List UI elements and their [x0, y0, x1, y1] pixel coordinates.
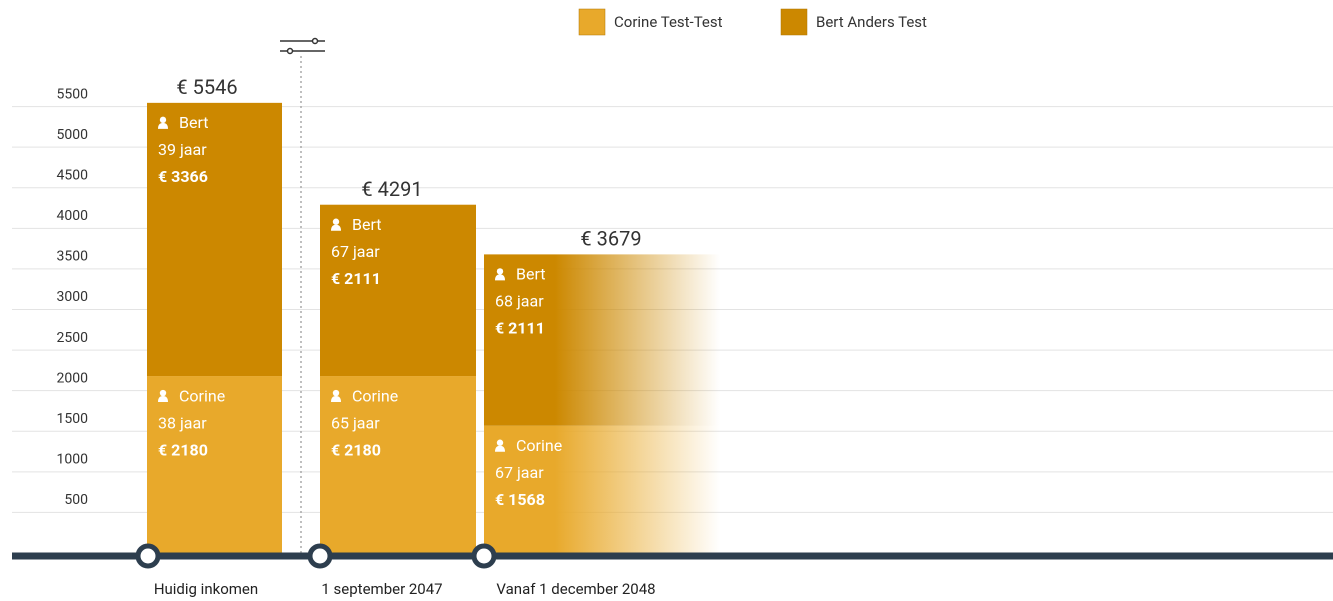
bar-segment — [147, 102, 282, 377]
y-tick-label: 500 — [64, 492, 88, 508]
person-name: Corine — [516, 436, 562, 455]
y-tick-label: 3500 — [57, 249, 89, 265]
y-tick-label: 4000 — [57, 208, 89, 224]
value-label: € 1568 — [495, 490, 545, 509]
person-age: 39 jaar — [158, 140, 207, 159]
bar-segment — [320, 376, 476, 553]
person-age: 65 jaar — [331, 413, 380, 432]
person-name: Bert — [179, 113, 209, 132]
value-label: € 2180 — [331, 440, 381, 459]
legend-label: Bert Anders Test — [816, 13, 927, 31]
person-name: Corine — [179, 386, 225, 405]
bar-segment — [147, 376, 282, 553]
y-tick-label: 1000 — [57, 452, 89, 468]
total-label: € 3679 — [580, 227, 641, 251]
person-age: 67 jaar — [495, 463, 544, 482]
person-icon — [158, 396, 168, 403]
legend-swatch — [780, 8, 808, 36]
person-age: 67 jaar — [331, 242, 380, 261]
y-tick-label: 5000 — [57, 127, 89, 143]
person-icon — [496, 439, 504, 446]
y-tick-label: 2500 — [57, 330, 89, 346]
person-icon — [332, 389, 340, 397]
value-label: € 3366 — [158, 167, 208, 186]
person-age: 38 jaar — [158, 413, 207, 432]
person-age: 68 jaar — [495, 292, 544, 311]
x-tick-label: Huidig inkomen — [154, 580, 258, 598]
person-icon — [496, 268, 504, 275]
person-icon — [159, 116, 167, 124]
bar-segment — [484, 254, 720, 426]
x-tick-label: Vanaf 1 december 2048 — [496, 580, 655, 598]
bars: Corine 38 jaar € 2180 Bert 39 jaar € 3366 € 55… — [147, 75, 720, 553]
y-tick-label: 5500 — [57, 86, 89, 102]
value-label: € 2111 — [331, 269, 381, 288]
legend-label: Corine Test-Test — [614, 13, 723, 31]
person-icon — [159, 389, 167, 397]
value-label: € 2111 — [495, 319, 545, 338]
person-name: Bert — [516, 265, 546, 284]
bar-segment — [320, 204, 476, 377]
person-name: Corine — [352, 386, 398, 405]
timeline-dot — [307, 543, 333, 569]
person-icon — [331, 224, 341, 231]
timeline-dot — [471, 543, 497, 569]
person-icon — [331, 396, 341, 403]
y-tick-label: 2000 — [57, 370, 89, 386]
y-tick-label: 1500 — [57, 411, 89, 427]
y-tick-label: 4500 — [57, 167, 89, 183]
person-icon — [158, 122, 168, 129]
legend-swatch — [578, 8, 606, 36]
person-icon — [332, 218, 340, 225]
bar-segment — [484, 425, 720, 553]
person-name: Bert — [352, 215, 382, 234]
x-tick-label: 1 september 2047 — [321, 580, 442, 598]
person-icon — [495, 445, 505, 452]
y-tick-label: 3000 — [57, 289, 89, 305]
total-label: € 5546 — [176, 75, 237, 99]
timeline-dot — [135, 543, 161, 569]
slider-icon[interactable] — [280, 37, 325, 55]
value-label: € 2180 — [158, 440, 208, 459]
person-icon — [495, 274, 505, 281]
total-label: € 4291 — [361, 177, 422, 201]
